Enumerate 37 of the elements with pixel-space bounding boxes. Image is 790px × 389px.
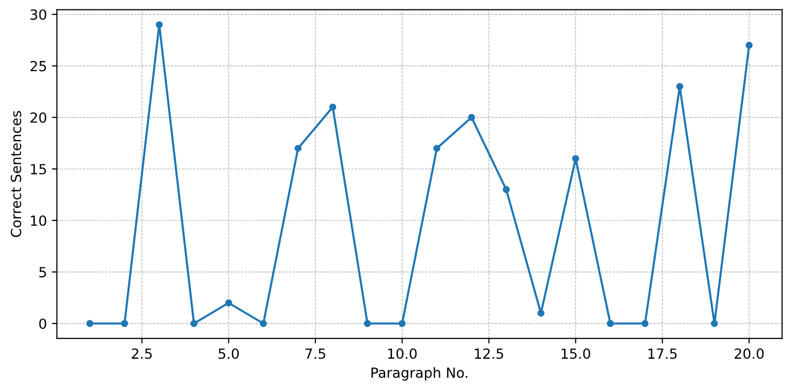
point: [190, 320, 198, 327]
x-tick-label: 10.0: [388, 348, 417, 359]
point: [572, 155, 580, 162]
y-tick-label: 25: [30, 60, 46, 72]
x-tick-label: 15.0: [562, 348, 590, 359]
y-tick-label: 10: [31, 215, 46, 226]
x-tick-label: 7.5: [305, 348, 326, 359]
point: [225, 299, 232, 306]
y-axis-title: Correct Sentences: [10, 111, 22, 238]
x-tick-label: 5.0: [218, 348, 239, 359]
point: [260, 320, 267, 327]
x-tick-label: 20.0: [734, 348, 764, 359]
point: [606, 320, 614, 327]
point: [676, 83, 684, 90]
point: [364, 320, 371, 327]
point: [86, 320, 94, 327]
point: [156, 21, 163, 28]
x-tick-label: 12.5: [474, 348, 504, 359]
point: [121, 320, 128, 327]
point: [433, 144, 440, 152]
point: [468, 114, 476, 121]
y-tick-label: 0: [39, 318, 46, 329]
y-tick-label: 5: [39, 267, 46, 278]
point: [398, 320, 406, 327]
x-axis-title: Paragraph No.: [372, 367, 468, 381]
point: [746, 42, 753, 49]
x-tick-label: 17.5: [648, 348, 677, 359]
point: [329, 104, 336, 111]
point: [502, 186, 510, 194]
point: [642, 320, 649, 327]
y-tick-label: 15: [31, 164, 46, 174]
point: [294, 144, 302, 152]
point: [537, 310, 544, 317]
y-tick-label: 20: [30, 112, 46, 123]
x-tick-label: 2.5: [132, 348, 152, 359]
y-tick-label: 30: [30, 9, 46, 20]
point: [710, 320, 718, 327]
